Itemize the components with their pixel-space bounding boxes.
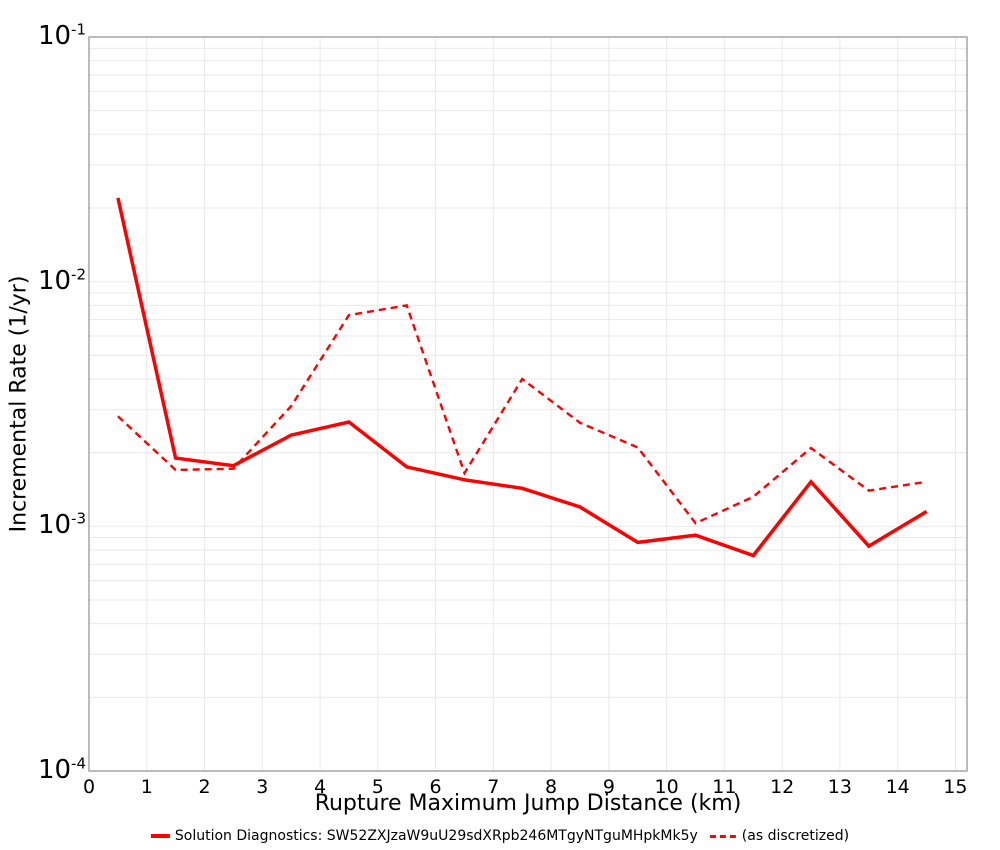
y-axis-title: Incremental Rate (1/yr) (6, 275, 32, 533)
gridlines (89, 37, 967, 771)
legend-label-solid: Solution Diagnostics: SW52ZXJzaW9uU29sdX… (174, 828, 698, 844)
x-tick-label: 14 (885, 776, 910, 798)
solid-series-line (116, 197, 928, 558)
x-tick-label: 2 (198, 776, 211, 798)
plot-frame (88, 36, 968, 772)
legend-solid-line-swatch (150, 834, 170, 838)
x-tick-label: 9 (602, 776, 615, 798)
x-tick-label: 10 (654, 776, 679, 798)
x-axis-title: Rupture Maximum Jump Distance (km) (314, 791, 742, 816)
x-tick-label: 4 (314, 776, 327, 798)
x-tick-label: 13 (827, 776, 852, 798)
y-tick-label: 10-1 (37, 20, 86, 51)
dashed-series-line (117, 304, 927, 525)
x-tick-label: 8 (545, 776, 558, 798)
y-tick-label: 10-4 (37, 754, 86, 785)
x-tick-label: 7 (487, 776, 500, 798)
x-tick-label: 5 (371, 776, 384, 798)
legend: Solution Diagnostics: SW52ZXJzaW9uU29sdX… (150, 828, 850, 844)
x-tick-label: 0 (82, 776, 96, 798)
x-tick-label: 12 (770, 776, 795, 798)
y-tick-label: 10-2 (37, 264, 86, 296)
legend-dashed-line-swatch (709, 834, 736, 838)
x-tick-label: 3 (256, 776, 269, 798)
x-tick-label: 11 (712, 776, 737, 798)
x-tick-label: 15 (943, 776, 968, 798)
x-tick-label: 6 (429, 776, 442, 798)
legend-label-dashed: (as discretized) (741, 828, 850, 844)
x-tick-label: 1 (140, 776, 153, 798)
y-tick-label: 10-3 (37, 509, 86, 541)
